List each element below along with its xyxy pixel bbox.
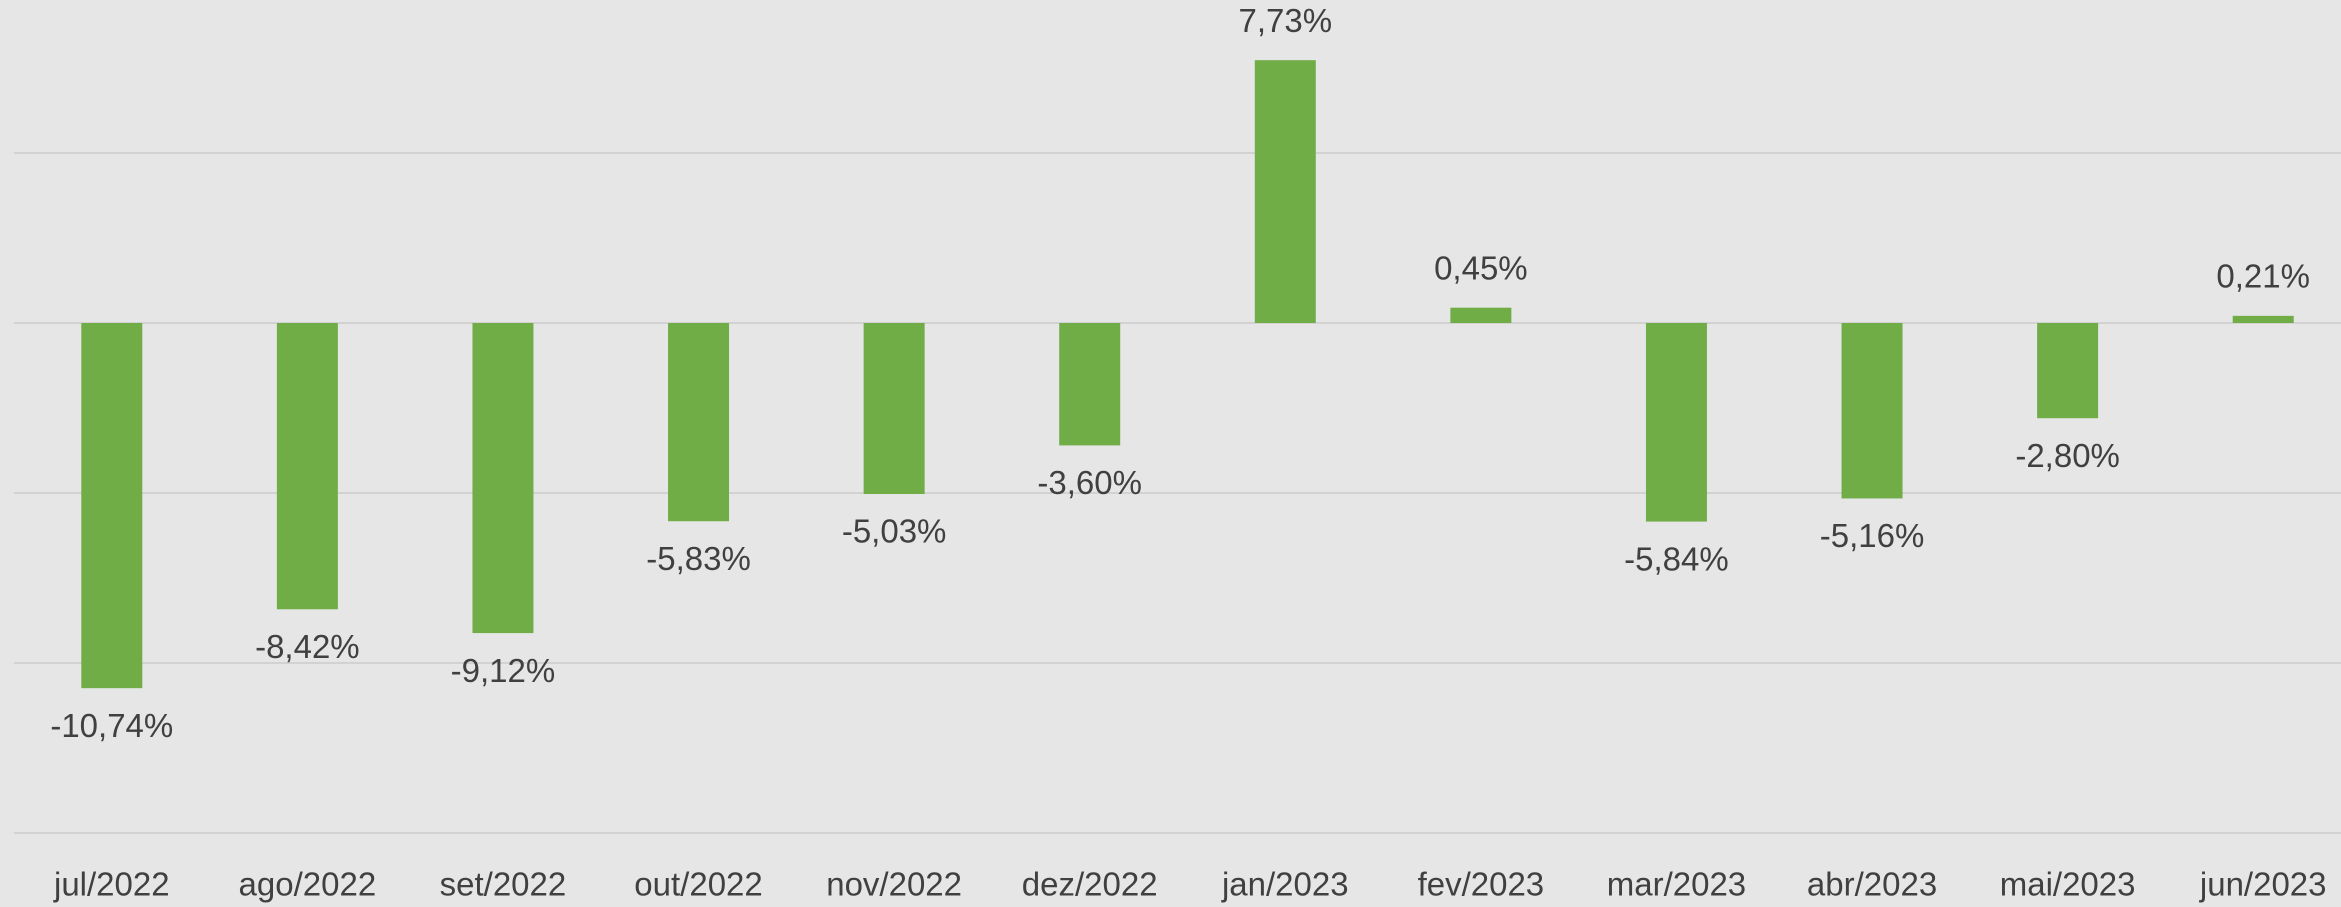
x-tick-label: dez/2022	[1022, 866, 1158, 903]
data-label: -5,83%	[646, 540, 751, 577]
x-tick-label: fev/2023	[1418, 866, 1545, 903]
x-tick-label: jan/2023	[1221, 866, 1349, 903]
data-label: -9,12%	[451, 652, 556, 689]
x-tick-label: jul/2022	[53, 866, 170, 903]
x-tick-label: abr/2023	[1807, 866, 1937, 903]
bar	[276, 323, 338, 610]
x-tick-label: mai/2023	[2000, 866, 2136, 903]
x-tick-label: out/2022	[634, 866, 762, 903]
data-label: 0,21%	[2216, 258, 2310, 295]
bar	[472, 323, 534, 634]
data-label: -8,42%	[255, 628, 360, 665]
x-tick-label: ago/2022	[239, 866, 377, 903]
data-label: -5,84%	[1624, 540, 1729, 577]
bar	[1450, 307, 1512, 323]
bar	[2037, 323, 2099, 419]
x-tick-label: mar/2023	[1607, 866, 1746, 903]
x-tick-label: nov/2022	[826, 866, 962, 903]
bar	[1059, 323, 1121, 446]
x-tick-label: jun/2023	[2199, 866, 2327, 903]
data-label: -3,60%	[1037, 464, 1142, 501]
data-label: 0,45%	[1434, 249, 1528, 286]
data-label: 7,73%	[1239, 2, 1333, 39]
bar	[863, 323, 925, 495]
data-label: -2,80%	[2015, 437, 2120, 474]
bar	[81, 323, 143, 689]
bar	[1254, 60, 1316, 324]
data-label: -5,16%	[1820, 517, 1925, 554]
bar	[2232, 315, 2294, 323]
data-label: -5,03%	[842, 513, 947, 550]
bar	[1841, 323, 1903, 499]
x-tick-label: set/2022	[440, 866, 567, 903]
bar	[1645, 323, 1707, 522]
bar	[668, 323, 730, 522]
data-label: -10,74%	[50, 707, 173, 744]
